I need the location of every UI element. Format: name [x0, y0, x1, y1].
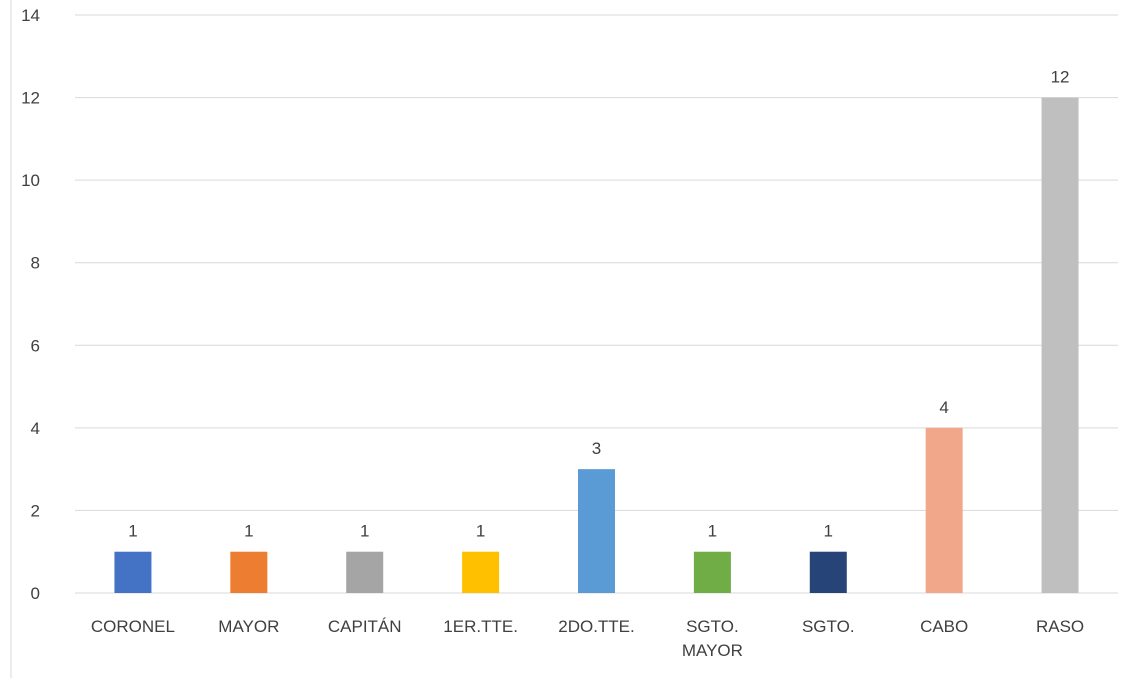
bar: [114, 551, 152, 593]
x-tick-label: SGTO.: [686, 617, 739, 636]
data-label: 1: [824, 522, 833, 541]
bar: [578, 469, 615, 593]
x-tick-label: MAYOR: [218, 617, 279, 636]
bar: [925, 427, 963, 593]
x-tick-label: 1ER.TTE.: [443, 617, 518, 636]
y-tick-label: 0: [31, 584, 40, 603]
y-tick-label: 2: [31, 501, 40, 520]
x-tick-label: CABO: [920, 617, 968, 636]
bars: [114, 97, 1079, 594]
data-label: 12: [1051, 68, 1070, 87]
data-label: 1: [708, 522, 717, 541]
y-tick-label: 12: [21, 89, 40, 108]
bar: [693, 551, 731, 593]
bar: [1041, 97, 1079, 594]
x-tick-label: CAPITÁN: [328, 617, 402, 636]
y-axis-ticks: 0 2 4 6 8 10 12 14: [21, 6, 40, 603]
bar: [462, 551, 500, 593]
data-label: 3: [592, 439, 601, 458]
data-label: 4: [939, 398, 948, 417]
bar: [230, 551, 268, 593]
x-tick-label: 2DO.TTE.: [558, 617, 635, 636]
y-tick-label: 8: [31, 254, 40, 273]
x-tick-label: SGTO.: [802, 617, 855, 636]
bar: [346, 551, 384, 593]
y-tick-label: 4: [31, 419, 40, 438]
data-label: 1: [128, 522, 137, 541]
data-labels: 1 1 1 1 3 1 1 4 12: [128, 68, 1069, 541]
x-axis-ticks: CORONEL MAYOR CAPITÁN 1ER.TTE. 2DO.TTE. SGTO.…: [91, 617, 1084, 660]
y-tick-label: 10: [21, 171, 40, 190]
data-label: 1: [476, 522, 485, 541]
x-tick-label: MAYOR: [682, 641, 743, 660]
data-label: 1: [360, 522, 369, 541]
x-tick-label: CORONEL: [91, 617, 175, 636]
x-tick-label: RASO: [1036, 617, 1084, 636]
data-label: 1: [244, 522, 253, 541]
y-tick-label: 6: [31, 336, 40, 355]
y-tick-label: 14: [21, 6, 40, 25]
bar: [809, 551, 847, 593]
